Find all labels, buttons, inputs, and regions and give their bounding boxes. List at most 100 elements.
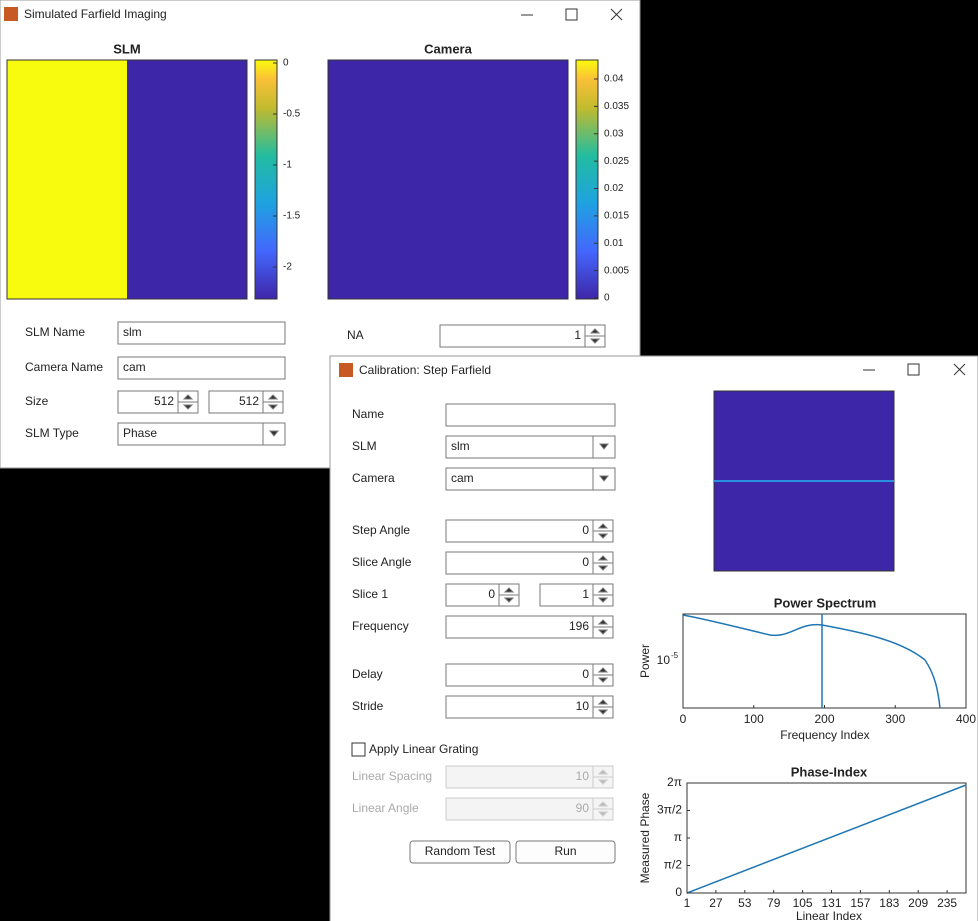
x-tick-label: 27 — [709, 896, 723, 910]
input-box[interactable] — [117, 321, 286, 345]
field-label: Stride — [352, 699, 384, 713]
input-text: 0 — [488, 587, 495, 601]
input-box[interactable] — [117, 356, 286, 380]
field-label: Linear Angle — [352, 801, 419, 815]
input-text: 512 — [239, 394, 259, 408]
spinner-arrows[interactable] — [592, 696, 613, 718]
app-icon — [339, 363, 353, 377]
input-text: 0 — [582, 523, 589, 537]
x-tick-label: 400 — [956, 712, 976, 726]
spinner-arrows[interactable] — [584, 325, 605, 347]
window-controls[interactable] — [521, 8, 623, 21]
y-tick-exponent: -5 — [671, 651, 679, 660]
camera-image — [327, 59, 569, 300]
y-tick-label: π/2 — [664, 858, 683, 872]
spinner-arrows[interactable] — [592, 664, 613, 686]
x-tick-label: 131 — [821, 896, 841, 910]
plot-title: Phase-Index — [791, 764, 868, 779]
input-text: 512 — [154, 394, 174, 408]
colorbar-tick-label: 0.035 — [604, 101, 629, 112]
input-text: 10 — [576, 769, 590, 783]
plot-title: Camera — [424, 41, 472, 56]
button[interactable] — [409, 840, 511, 864]
colorbar-tick-label: 0.02 — [604, 183, 624, 194]
spinner-arrows[interactable] — [592, 616, 613, 638]
field-label: Camera — [352, 471, 395, 485]
window-title: Simulated Farfield Imaging — [24, 7, 167, 21]
y-tick-label: 3π/2 — [657, 803, 682, 817]
phase-line — [686, 784, 967, 894]
checkbox[interactable] — [351, 742, 366, 757]
window-title: Calibration: Step Farfield — [359, 363, 491, 377]
colorbar-tick-label: 0 — [283, 58, 289, 69]
x-tick-label: 157 — [850, 896, 870, 910]
colorbar-tick-label: 0.03 — [604, 128, 624, 139]
app-icon — [4, 7, 18, 21]
spinner-arrows[interactable] — [592, 584, 613, 606]
slm-image — [127, 60, 247, 299]
x-tick-label: 183 — [879, 896, 899, 910]
field-label: Step Angle — [352, 523, 410, 537]
field-label: SLM Name — [25, 325, 85, 339]
input-text: cam — [123, 360, 146, 374]
spinner-arrows[interactable] — [177, 391, 198, 413]
x-tick-label: 235 — [937, 896, 957, 910]
plot-title: Power Spectrum — [774, 595, 877, 610]
dropdown-text: Phase — [123, 426, 157, 440]
x-tick-label: 105 — [793, 896, 813, 910]
spinner-arrows[interactable] — [498, 584, 519, 606]
colorbar-tick-label: -1 — [283, 160, 292, 171]
colorbar — [575, 59, 599, 300]
input-box[interactable] — [445, 467, 616, 491]
colorbar-tick-label: -2 — [283, 262, 292, 273]
dropdown-arrow[interactable] — [592, 436, 610, 458]
input-box[interactable] — [445, 403, 616, 427]
y-tick-label: 0 — [675, 885, 682, 899]
dropdown-arrow[interactable] — [592, 468, 610, 490]
input-text: 10 — [576, 699, 590, 713]
button-label: Random Test — [425, 844, 496, 858]
button-label: Run — [554, 844, 576, 858]
field-label: Size — [25, 394, 49, 408]
axes-frame — [6, 59, 248, 300]
input-text: 0 — [582, 667, 589, 681]
input-text: 1 — [582, 587, 589, 601]
colorbar-tick-label: 0.01 — [604, 238, 624, 249]
dropdown-text: slm — [451, 439, 470, 453]
input-text: 90 — [576, 801, 590, 815]
button[interactable] — [515, 840, 616, 864]
field-label: NA — [347, 328, 364, 342]
field-label: SLM — [352, 439, 377, 453]
colorbar-tick-label: -1.5 — [283, 211, 301, 222]
colorbar-tick-label: 0.005 — [604, 265, 629, 276]
input-text: 0 — [582, 555, 589, 569]
colorbar-tick-label: 0.025 — [604, 156, 629, 167]
y-axis-label: Power — [638, 644, 652, 678]
spinner-arrows[interactable] — [592, 766, 613, 788]
y-tick-label: π — [674, 830, 682, 844]
input-text: slm — [123, 325, 142, 339]
field-label: Delay — [352, 667, 383, 681]
colorbar-tick-label: 0.04 — [604, 74, 624, 85]
x-tick-label: 53 — [738, 896, 752, 910]
x-tick-label: 209 — [908, 896, 928, 910]
field-label: SLM Type — [25, 426, 79, 440]
colorbar-tick-label: 0 — [604, 293, 610, 304]
dropdown-arrow[interactable] — [262, 423, 280, 445]
colorbar — [254, 59, 278, 300]
axes-frame — [682, 613, 967, 709]
input-box[interactable] — [445, 435, 616, 459]
checkbox-label: Apply Linear Grating — [369, 742, 478, 756]
y-tick-label: 2π — [667, 775, 682, 789]
colorbar-tick-label: 0.015 — [604, 211, 629, 222]
spinner-arrows[interactable] — [592, 552, 613, 574]
input-box[interactable] — [117, 422, 286, 446]
spinner-arrows[interactable] — [592, 520, 613, 542]
spinner-arrows[interactable] — [262, 391, 283, 413]
field-label: Camera Name — [25, 360, 103, 374]
window-controls[interactable] — [863, 363, 966, 376]
slm-image — [7, 60, 127, 299]
field-label: Linear Spacing — [352, 769, 432, 783]
spinner-arrows[interactable] — [592, 798, 613, 820]
